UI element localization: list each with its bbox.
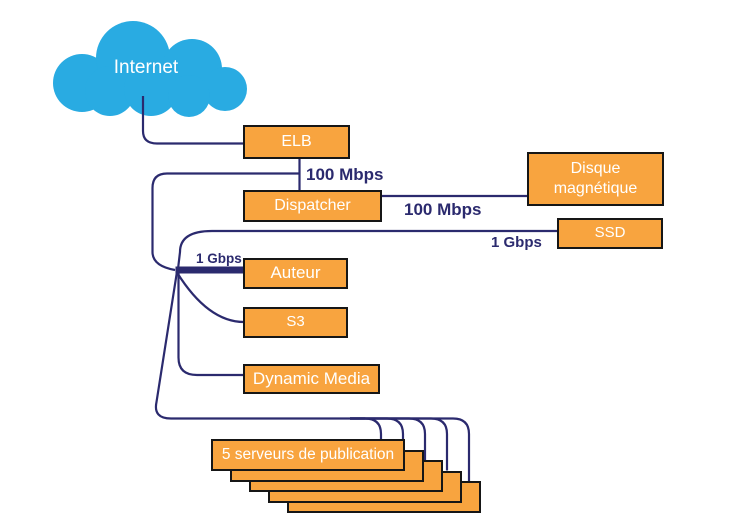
node-s3: S3 [243,307,348,338]
edge-junction-hub [151,172,300,272]
edge-publication-branch-5 [350,417,471,481]
edge-hub-publication-trunk [154,271,365,420]
node-disque-magnetique: Disque magnétique [527,152,664,206]
internet-label: Internet [113,57,179,78]
bandwidth-label-ssd: 1 Gbps [491,234,542,251]
edge-hub-dynamic-media [177,272,244,377]
edge-hub-s3 [176,271,245,324]
bandwidth-label-dispatcher-disque: 100 Mbps [404,200,482,219]
node-dynamic-media: Dynamic Media [243,364,380,394]
edge-cloud-elb [141,96,245,145]
node-auteur: Auteur [243,258,348,289]
edge-ssd-hub [176,229,558,270]
node-publication-servers: 5 serveurs de publication [211,439,405,471]
node-dispatcher: Dispatcher [243,190,382,222]
bandwidth-label-elb-dispatcher: 100 Mbps [306,165,384,184]
internet-cloud-icon [53,21,247,117]
node-elb: ELB [243,125,350,159]
edge-publication-branch-1 [350,417,383,439]
node-ssd: SSD [557,218,663,249]
bandwidth-label-auteur: 1 Gbps [196,251,242,266]
